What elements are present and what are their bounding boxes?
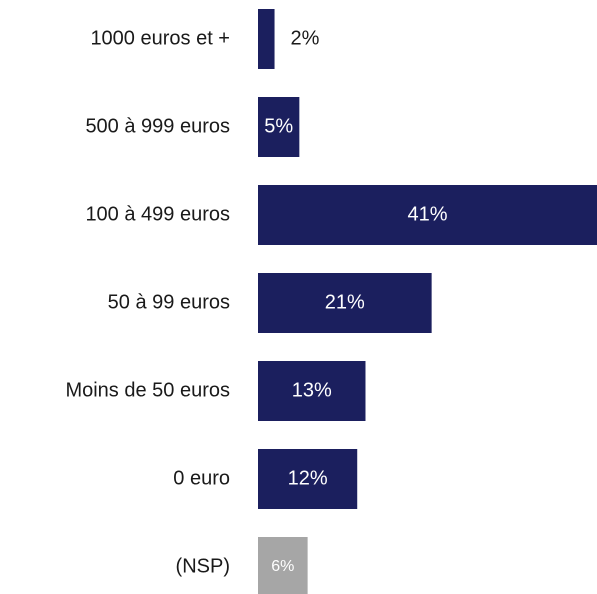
category-label: 0 euro: [173, 467, 230, 489]
category-label: 100 à 499 euros: [85, 203, 230, 225]
value-label: 13%: [292, 379, 332, 401]
value-label: 21%: [325, 291, 365, 313]
bar: [258, 537, 308, 594]
category-label: 1000 euros et +: [90, 27, 230, 49]
bar: [258, 273, 432, 333]
value-label: 12%: [288, 467, 328, 489]
category-label: (NSP): [176, 555, 230, 577]
category-label: 500 à 999 euros: [85, 115, 230, 137]
category-label: Moins de 50 euros: [65, 379, 230, 401]
bar: [258, 449, 358, 509]
bar: [258, 361, 366, 421]
value-label: 2%: [291, 27, 320, 49]
bar: [258, 9, 275, 69]
bar: [258, 97, 300, 157]
value-label: 5%: [264, 115, 293, 137]
value-label: 41%: [407, 203, 447, 225]
bar: [258, 185, 597, 245]
value-label: 6%: [271, 558, 294, 575]
category-label: 50 à 99 euros: [108, 291, 230, 313]
